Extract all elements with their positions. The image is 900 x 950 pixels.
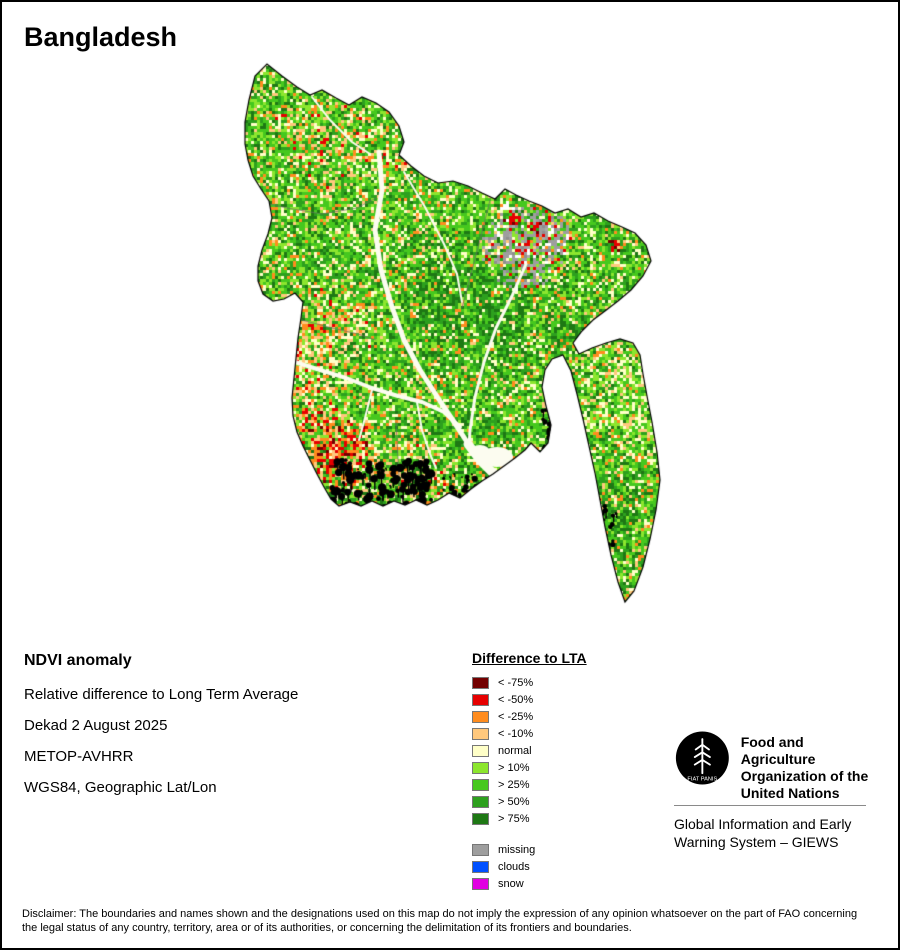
legend-swatch <box>472 795 489 808</box>
legend-swatch <box>472 744 489 757</box>
legend-label: < -25% <box>498 710 534 723</box>
legend-swatch <box>472 710 489 723</box>
fao-name: Food and Agriculture Organization of the… <box>740 734 869 801</box>
legend-swatch <box>472 676 489 689</box>
legend-label: > 50% <box>498 795 530 808</box>
legend-label: < -75% <box>498 676 534 689</box>
page-title: Bangladesh <box>24 22 178 52</box>
legend-items: < -75% < -50% < -25% < -10% normal > 10% > 25%… <box>472 674 587 827</box>
legend-item: > 75% <box>472 810 587 827</box>
legend-label: < -10% <box>498 727 534 740</box>
fao-block: FIAT PANIS Food and Agriculture Organiza… <box>674 728 874 802</box>
legend-extra-items: missing clouds snow <box>472 841 587 892</box>
legend-label: clouds <box>498 860 530 873</box>
legend-label: normal <box>498 744 532 757</box>
legend-swatch <box>472 761 489 774</box>
legend-item: < -50% <box>472 691 587 708</box>
legend-label: > 25% <box>498 778 530 791</box>
legend-label: < -50% <box>498 693 534 706</box>
legend-item: clouds <box>472 858 587 875</box>
legend-item: > 25% <box>472 776 587 793</box>
info-line: METOP-AVHRR <box>24 748 134 765</box>
legend-swatch <box>472 843 489 856</box>
wheat-icon <box>693 738 711 775</box>
legend-swatch <box>472 812 489 825</box>
ndvi-map <box>227 57 677 617</box>
fao-logo: FIAT PANIS <box>675 731 729 785</box>
legend-item: missing <box>472 841 587 858</box>
legend-swatch <box>472 693 489 706</box>
legend-swatch <box>472 727 489 740</box>
legend-label: missing <box>498 843 536 856</box>
legend-item: normal <box>472 742 587 759</box>
legend-swatch <box>472 877 489 890</box>
info-line: Dekad 2 August 2025 <box>24 717 168 734</box>
legend-item: snow <box>472 875 587 892</box>
legend-item: > 50% <box>472 793 587 810</box>
legend: Difference to LTA < -75% < -50% < -25% < -1… <box>472 650 587 892</box>
giews-label: Global Information and Early Warning Sys… <box>674 816 852 850</box>
legend-swatch <box>472 778 489 791</box>
map-info-block: NDVI anomaly Relative difference to Long… <box>24 652 298 810</box>
disclaimer-text: Disclaimer: The boundaries and names sho… <box>22 908 858 934</box>
info-line: Relative difference to Long Term Average <box>24 686 299 703</box>
legend-item: > 10% <box>472 759 587 776</box>
legend-item: < -25% <box>472 708 587 725</box>
legend-label: > 75% <box>498 812 530 825</box>
legend-item: < -75% <box>472 674 587 691</box>
legend-label: > 10% <box>498 761 530 774</box>
legend-swatch <box>472 860 489 873</box>
info-heading: NDVI anomaly <box>24 652 132 669</box>
legend-item: < -10% <box>472 725 587 742</box>
legend-label: snow <box>498 877 524 890</box>
fao-motto: FIAT PANIS <box>687 777 717 783</box>
legend-title: Difference to LTA <box>472 650 587 666</box>
fao-separator <box>674 805 866 806</box>
info-line: WGS84, Geographic Lat/Lon <box>24 779 217 796</box>
